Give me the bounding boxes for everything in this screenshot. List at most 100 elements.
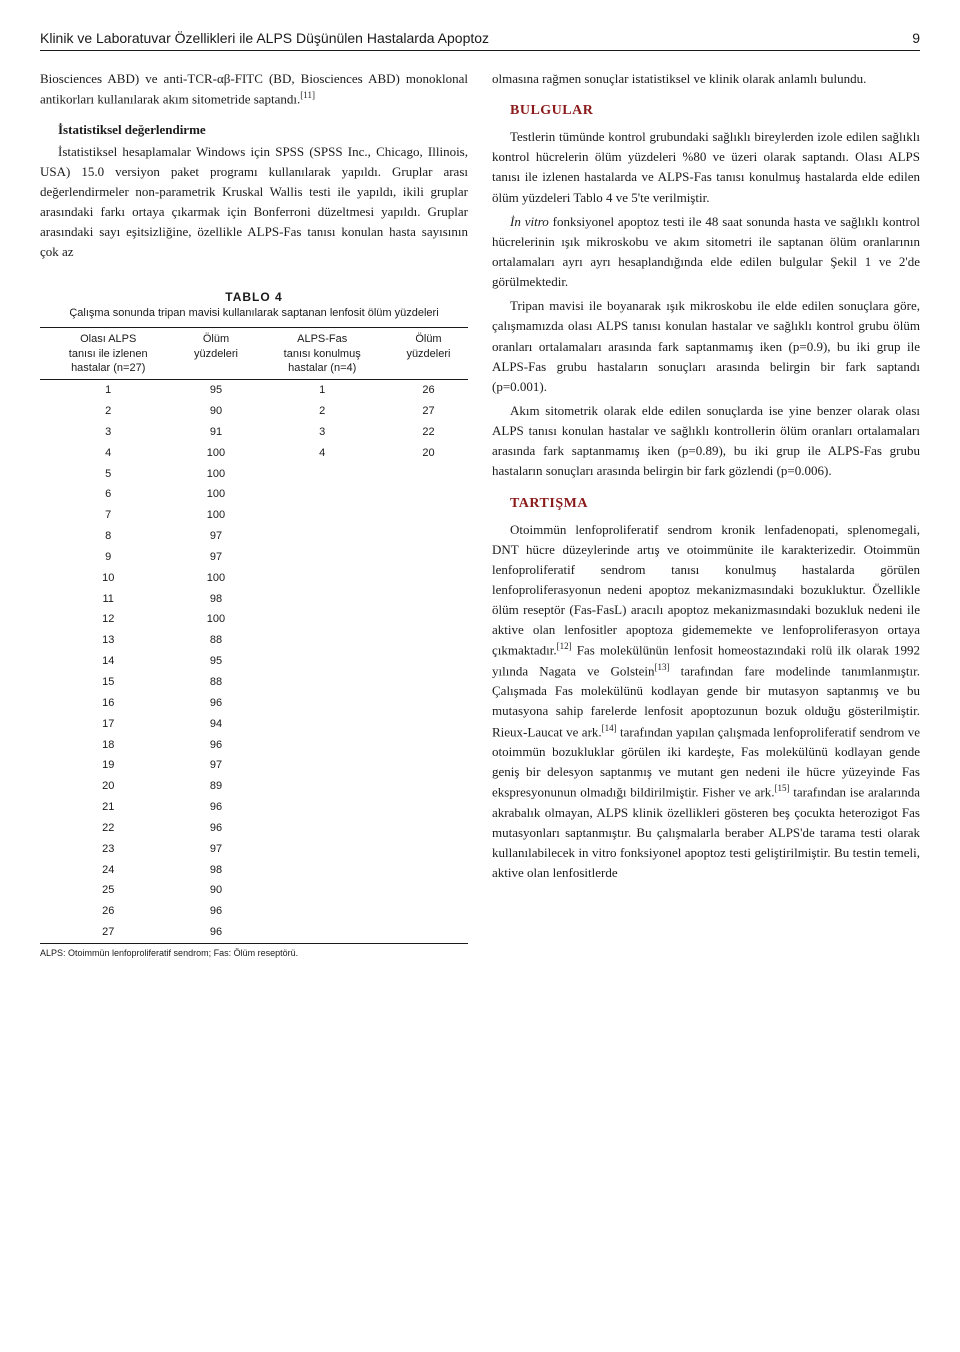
table-row: 1696 (40, 693, 468, 714)
table-cell: 88 (176, 672, 255, 693)
table-cell: 89 (176, 776, 255, 797)
table-row: 1896 (40, 735, 468, 756)
table-cell (256, 672, 389, 693)
table-cell (389, 880, 468, 901)
table-cell (389, 672, 468, 693)
table-cell (256, 526, 389, 547)
table-cell: 16 (40, 693, 176, 714)
body-paragraph: İstatistiksel hesaplamalar Windows için … (40, 142, 468, 263)
body-text: fonksiyonel apoptoz testi ile 48 saat so… (492, 214, 920, 289)
table-cell (256, 464, 389, 485)
citation-sup: [15] (775, 783, 790, 793)
table-title: TABLO 4 (40, 290, 468, 304)
table-row: 1588 (40, 672, 468, 693)
table-4-grid: Olası ALPS tanısı ile izlenen hastalar (… (40, 327, 468, 944)
table-cell (389, 505, 468, 526)
table-cell: 27 (389, 401, 468, 422)
body-paragraph: Akım sitometrik olarak elde edilen sonuç… (492, 401, 920, 482)
table-cell (389, 818, 468, 839)
table-cell: 14 (40, 651, 176, 672)
table-cell (256, 714, 389, 735)
citation-sup: [12] (557, 641, 572, 651)
table-cell (389, 526, 468, 547)
table-cell: 23 (40, 839, 176, 860)
table-cell: 15 (40, 672, 176, 693)
table-cell: 98 (176, 589, 255, 610)
table-cell (256, 547, 389, 568)
col-header-4: Ölüm yüzdeleri (389, 328, 468, 380)
body-paragraph: Testlerin tümünde kontrol grubundaki sağ… (492, 127, 920, 208)
table-cell: 2 (256, 401, 389, 422)
table-cell: 18 (40, 735, 176, 756)
table-cell: 8 (40, 526, 176, 547)
table-row: 2089 (40, 776, 468, 797)
table-cell: 100 (176, 568, 255, 589)
table-cell (256, 484, 389, 505)
table-cell: 10 (40, 568, 176, 589)
table-cell: 90 (176, 401, 255, 422)
table-row: 6100 (40, 484, 468, 505)
table-cell: 100 (176, 443, 255, 464)
table-cell (256, 735, 389, 756)
table-cell (389, 464, 468, 485)
page-header: Klinik ve Laboratuvar Özellikleri ile AL… (40, 30, 920, 51)
table-row: 12100 (40, 609, 468, 630)
table-cell (389, 609, 468, 630)
table-row: 2196 (40, 797, 468, 818)
citation-sup: [13] (655, 662, 670, 672)
table-cell: 95 (176, 380, 255, 401)
table-footnote: ALPS: Otoimmün lenfoproliferatif sendrom… (40, 948, 468, 960)
table-cell (256, 797, 389, 818)
table-cell: 22 (389, 422, 468, 443)
table-cell: 9 (40, 547, 176, 568)
table-cell (256, 922, 389, 943)
table-row: 2696 (40, 901, 468, 922)
table-cell: 25 (40, 880, 176, 901)
table-cell: 95 (176, 651, 255, 672)
table-cell (389, 755, 468, 776)
table-row: 7100 (40, 505, 468, 526)
table-cell: 22 (40, 818, 176, 839)
body-paragraph: Tripan mavisi ile boyanarak ışık mikrosk… (492, 296, 920, 397)
table-cell (256, 589, 389, 610)
table-cell: 96 (176, 922, 255, 943)
table-cell: 12 (40, 609, 176, 630)
body-text: Biosciences ABD) ve anti-TCR-αβ-FITC (BD… (40, 71, 468, 106)
body-text: Otoimmün lenfoproliferatif sendrom kroni… (492, 522, 920, 658)
table-row: 2590 (40, 880, 468, 901)
citation-sup: [14] (602, 723, 617, 733)
table-cell: 97 (176, 547, 255, 568)
table-row: 10100 (40, 568, 468, 589)
table-cell: 94 (176, 714, 255, 735)
section-heading-bulgular: BULGULAR (492, 103, 920, 119)
table-row: 195126 (40, 380, 468, 401)
table-cell (256, 755, 389, 776)
col-header-2: Ölüm yüzdeleri (176, 328, 255, 380)
table-cell: 1 (40, 380, 176, 401)
table-cell: 19 (40, 755, 176, 776)
table-cell: 96 (176, 735, 255, 756)
table-row: 1495 (40, 651, 468, 672)
table-cell (256, 818, 389, 839)
table-cell: 98 (176, 860, 255, 881)
table-cell (389, 589, 468, 610)
table-cell: 5 (40, 464, 176, 485)
table-cell: 20 (40, 776, 176, 797)
table-row: 2397 (40, 839, 468, 860)
table-cell: 3 (256, 422, 389, 443)
table-row: 1388 (40, 630, 468, 651)
table-cell (389, 797, 468, 818)
italic-term: İn vitro (510, 214, 549, 229)
table-cell (389, 776, 468, 797)
table-cell: 100 (176, 464, 255, 485)
page-number: 9 (912, 30, 920, 46)
table-cell: 96 (176, 901, 255, 922)
left-column: Biosciences ABD) ve anti-TCR-αβ-FITC (BD… (40, 69, 468, 960)
table-cell (389, 651, 468, 672)
running-title: Klinik ve Laboratuvar Özellikleri ile AL… (40, 30, 489, 46)
table-cell: 88 (176, 630, 255, 651)
table-cell (256, 630, 389, 651)
table-cell: 100 (176, 505, 255, 526)
table-cell: 1 (256, 380, 389, 401)
body-paragraph: Otoimmün lenfoproliferatif sendrom kroni… (492, 520, 920, 884)
